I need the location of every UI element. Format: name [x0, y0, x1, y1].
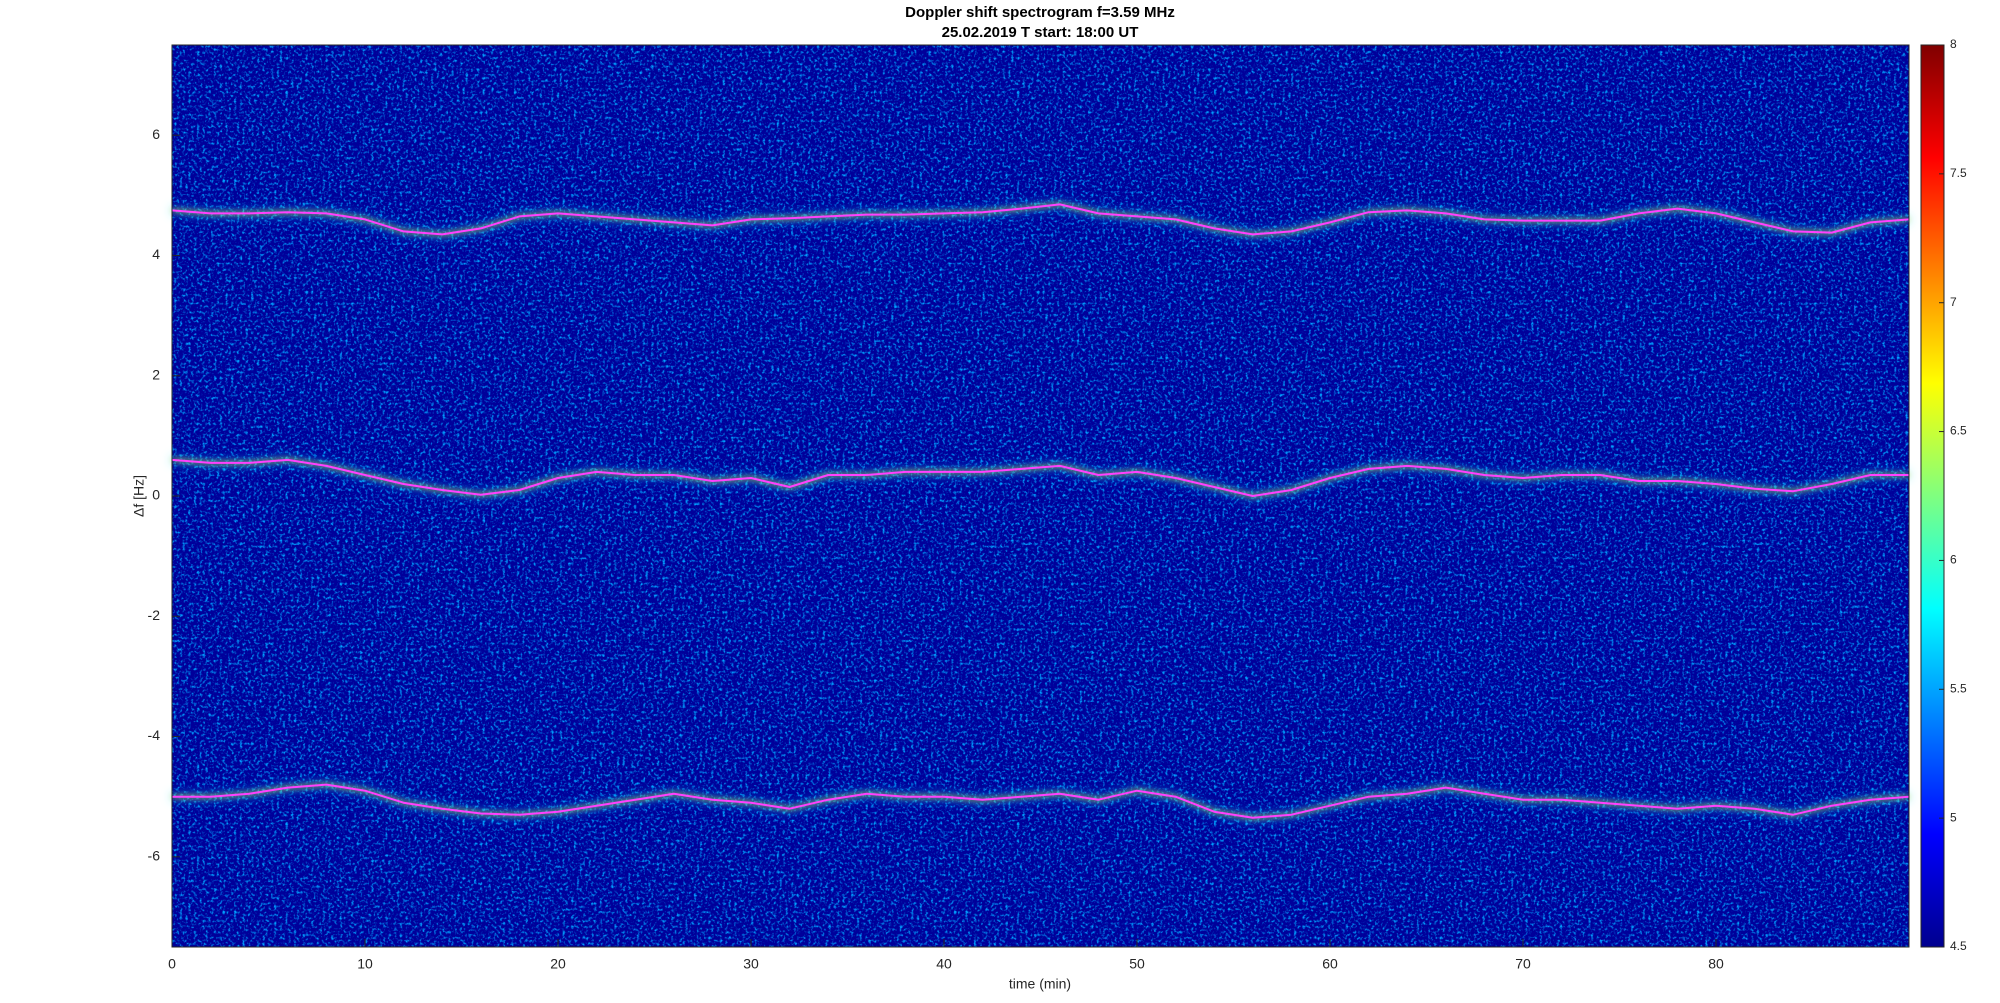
- trace-line: [171, 203, 1910, 236]
- colorbar-tick-label: 6.5: [1950, 424, 1967, 438]
- y-tick-label: 0: [152, 487, 160, 503]
- colorbar: [1920, 44, 1945, 948]
- y-axis-label: Δf [Hz]: [131, 475, 147, 517]
- y-tick-label: 6: [152, 126, 160, 142]
- x-tick-label: 40: [936, 956, 952, 972]
- x-axis-label: time (min): [1009, 976, 1071, 992]
- y-tick-label: -6: [148, 848, 161, 864]
- x-tick-label: 80: [1708, 956, 1724, 972]
- y-tick-label: -4: [148, 727, 161, 743]
- colorbar-tick-label: 7.5: [1950, 166, 1967, 180]
- x-tick-label: 50: [1129, 956, 1145, 972]
- colorbar-tick-label: 8: [1950, 37, 1957, 51]
- colorbar-tick-label: 5.5: [1950, 681, 1967, 695]
- trace-line: [172, 783, 1910, 819]
- chart-subtitle: 25.02.2019 T start: 18:00 UT: [942, 24, 1139, 41]
- colorbar-tick-label: 4.5: [1950, 939, 1967, 953]
- x-tick-label: 30: [743, 956, 759, 972]
- y-tick-label: -2: [148, 607, 161, 623]
- x-tick-label: 10: [357, 956, 373, 972]
- y-tick-label: 2: [152, 366, 160, 382]
- chart-title: Doppler shift spectrogram f=3.59 MHz: [905, 4, 1175, 21]
- colorbar-tick-label: 5: [1950, 810, 1957, 824]
- x-tick-label: 0: [168, 956, 176, 972]
- colorbar-tick-label: 6: [1950, 553, 1957, 567]
- noise-texture: [172, 45, 1909, 947]
- trace-line: [171, 458, 1909, 497]
- y-tick-label: 4: [152, 246, 160, 262]
- x-tick-label: 20: [550, 956, 566, 972]
- colorbar-tick-label: 7: [1950, 295, 1957, 309]
- x-tick-label: 60: [1322, 956, 1338, 972]
- x-tick-label: 70: [1515, 956, 1531, 972]
